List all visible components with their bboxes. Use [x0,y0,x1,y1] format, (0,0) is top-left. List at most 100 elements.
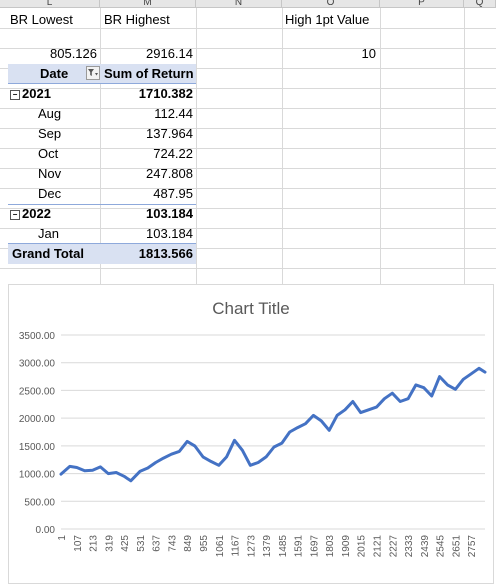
column-gridline [464,8,465,284]
pivot-row-label-text: Dec [38,186,62,201]
pivot-row-value-aug[interactable]: 112.44 [154,106,193,121]
x-tick-label: 2227 [388,535,399,558]
row-gridline [0,148,496,149]
pivot-row-label-2021[interactable]: −2021 [8,84,100,104]
y-tick-label: 3500.00 [19,331,56,342]
x-tick-label: 1591 [294,535,305,558]
x-tick-label: 1697 [309,535,320,558]
y-tick-label: 1500.00 [19,442,56,453]
line-chart[interactable]: Chart Title 0.00 500.00 1000.00 1500.00 2000… [8,284,494,584]
x-tick-label: 425 [120,535,131,552]
pivot-row-label-dec[interactable]: Dec [8,184,100,204]
pivot-group-divider [8,204,196,205]
column-gridline [282,8,283,284]
pivot-row-value-sep[interactable]: 137.964 [146,126,193,141]
collapse-minus-icon[interactable]: − [10,210,20,220]
pivot-row-label-text: Sep [38,126,62,141]
column-header-l[interactable]: L [0,0,100,8]
x-tick-label: 955 [199,535,210,552]
column-header-m[interactable]: M [100,0,196,8]
column-gridline [100,8,101,284]
x-tick-label: 213 [89,535,100,552]
row-gridline [0,168,496,169]
pivot-row-value-nov[interactable]: 247.808 [146,166,193,181]
x-tick-label: 637 [152,535,163,552]
row-gridline [0,228,496,229]
column-header-p[interactable]: P [380,0,464,8]
br-highest-value[interactable]: 2916.14 [146,46,193,61]
pivot-row-label-text: 2021 [22,86,51,101]
pivot-row-label-text: 2022 [22,206,51,221]
x-tick-label: 2757 [467,535,478,558]
pivot-row-label-text: Jan [38,226,59,241]
br-lowest-label[interactable]: BR Lowest [10,12,73,27]
chart-plot-area: 0.00 500.00 1000.00 1500.00 2000.00 2500.00 30… [19,331,487,558]
row-gridline [0,48,496,49]
column-header-q[interactable]: Q [464,0,496,8]
pivot-row-label-text: Nov [38,166,62,181]
y-tick-label: 2000.00 [19,414,56,425]
y-tick-label: 2500.00 [19,386,56,397]
pivot-row-value-2022[interactable]: 103.184 [146,206,193,221]
row-gridline [0,268,496,269]
pivot-row-label-sep[interactable]: Sep [8,124,100,144]
series-line [59,366,487,483]
column-header-o[interactable]: O [282,0,380,8]
row-gridline [0,88,496,89]
x-tick-label: 531 [136,535,147,552]
pivot-total-overline [8,243,196,244]
pivot-row-header-date[interactable]: Date [8,64,100,84]
x-tick-label: 1167 [231,535,242,557]
row-gridline [0,208,496,209]
row-gridline [0,188,496,189]
filter-funnel-icon [88,69,98,76]
high-1pt-value[interactable]: 10 [361,46,376,61]
pivot-row-label-nov[interactable]: Nov [8,164,100,184]
x-tick-label: 1909 [341,535,352,558]
x-tick-label: 107 [73,535,84,552]
y-tick-label: 500.00 [24,497,55,508]
pivot-row-value-dec[interactable]: 487.95 [153,186,193,201]
br-highest-label[interactable]: BR Highest [104,12,170,27]
pivot-grand-total-value[interactable]: 1813.566 [100,244,196,264]
filter-dropdown-icon[interactable] [86,66,100,80]
row-gridline [0,28,496,29]
pivot-row-value-jan[interactable]: 103.184 [146,226,193,241]
pivot-row-label-2022[interactable]: −2022 [8,204,100,224]
pivot-header-underline [8,83,196,84]
chart-title[interactable]: Chart Title [212,299,290,318]
y-tick-label: 1000.00 [19,470,56,481]
br-lowest-value[interactable]: 805.126 [50,46,97,61]
pivot-row-value-2021[interactable]: 1710.382 [138,86,193,101]
x-tick-label: 849 [183,535,194,552]
x-tick-label: 1485 [278,535,289,558]
pivot-row-label-text: Oct [38,146,59,161]
x-tick-label: 2439 [420,535,431,558]
x-tick-label: 2651 [451,535,462,558]
x-tick-label: 319 [104,535,115,552]
row-gridline [0,128,496,129]
pivot-grand-total-label[interactable]: Grand Total [8,244,100,264]
x-tick-label: 2121 [373,535,384,558]
column-header-n[interactable]: N [196,0,282,8]
x-tick-label: 1 [57,535,68,541]
column-gridline [196,8,197,284]
x-tick-label: 1061 [215,535,226,558]
column-gridline [380,8,381,284]
pivot-value-header[interactable]: Sum of Return [100,64,196,84]
pivot-row-label-oct[interactable]: Oct [8,144,100,164]
y-tick-label: 0.00 [36,525,56,536]
pivot-row-value-oct[interactable]: 724.22 [153,146,193,161]
pivot-row-label-aug[interactable]: Aug [8,104,100,124]
x-tick-label: 1803 [325,535,336,558]
row-gridline [0,68,496,69]
x-tick-label: 1379 [262,535,273,558]
x-tick-label: 743 [167,535,178,552]
pivot-row-label-jan[interactable]: Jan [8,224,100,244]
y-tick-label: 3000.00 [19,359,56,370]
pivot-row-label-text: Aug [38,106,62,121]
collapse-minus-icon[interactable]: − [10,90,20,100]
high-1pt-value-label[interactable]: High 1pt Value [285,12,370,27]
x-tick-label: 2545 [436,535,447,558]
